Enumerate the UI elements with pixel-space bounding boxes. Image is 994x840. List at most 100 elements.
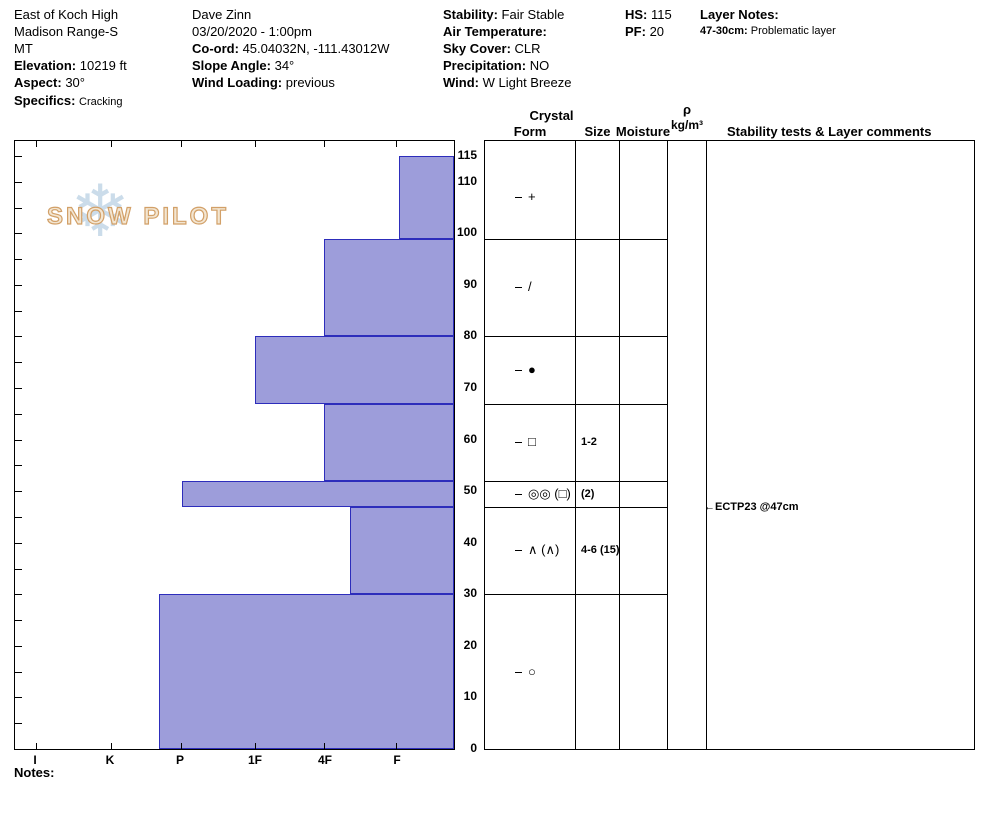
depth-tick [15, 311, 22, 312]
depth-tick-label: 110 [457, 174, 477, 188]
snow-layer-bar [324, 239, 454, 336]
depth-tick [15, 594, 22, 595]
layer-mid-tick [515, 494, 522, 496]
notes-label: Notes: [14, 765, 55, 780]
layer-boundary-line [485, 507, 667, 508]
depth-tick [15, 285, 22, 286]
layer-boundary-line [485, 336, 667, 337]
grain-form-symbol: ○ [528, 664, 536, 679]
depth-tick [15, 465, 22, 466]
hardness-tick [181, 743, 182, 749]
snow-layer-bar [399, 156, 454, 239]
layer-mid-tick [515, 550, 522, 552]
hardness-tick [324, 743, 325, 749]
hardness-tick [396, 743, 397, 749]
layer-boundary-line [485, 594, 667, 595]
site-name: East of Koch High [14, 7, 119, 22]
depth-tick [15, 697, 22, 698]
snowpilot-logo: SNOW PILOT [46, 202, 229, 230]
layer-mid-tick [515, 370, 522, 372]
depth-tick [15, 156, 22, 157]
grain-size-value: (2) [581, 488, 595, 500]
grain-form-symbol: □ [528, 434, 536, 449]
hardness-axis: I K P 1F 4F F [14, 753, 455, 769]
depth-tick [15, 543, 22, 544]
hardness-tick [396, 141, 397, 147]
depth-tick-label: 80 [463, 328, 477, 342]
hardness-tick-label: K [105, 753, 115, 767]
layer-mid-tick [515, 197, 522, 199]
depth-tick [15, 388, 22, 389]
site-state: MT [14, 41, 33, 56]
hardness-tick-label: P [175, 753, 185, 767]
depth-tick-label: 90 [463, 277, 477, 291]
hardness-tick [255, 743, 256, 749]
grain-size-value: 1-2 [581, 436, 597, 448]
crystal-header: Crystal [529, 108, 574, 123]
depth-tick-label: 70 [463, 380, 477, 394]
depth-tick [15, 749, 22, 750]
pit-coordinates: Co-ord: 45.04032N, -111.43012W [192, 41, 390, 56]
depth-tick [15, 414, 22, 415]
depth-tick [15, 440, 22, 441]
pit-datetime: 03/20/2020 - 1:00pm [192, 24, 312, 39]
depth-tick [15, 233, 22, 234]
depth-tick [15, 259, 22, 260]
size-column-header: Size [584, 124, 611, 139]
sky-cover: Sky Cover: CLR [443, 41, 541, 56]
grain-form-cell: / [515, 279, 532, 295]
layer-boundary-line [485, 404, 667, 405]
depth-tick [15, 491, 22, 492]
density-units-header: kg/m³ [670, 118, 703, 132]
depth-tick [15, 336, 22, 337]
snow-layer-bar [159, 594, 454, 749]
wind: Wind: W Light Breeze [443, 75, 572, 90]
grain-form-symbol: + [528, 189, 536, 204]
grain-form-cell: □ [515, 434, 536, 450]
wind-loading: Wind Loading: previous [192, 75, 335, 90]
depth-tick [15, 646, 22, 647]
snow-height-total: HS: 115 [625, 7, 672, 22]
layer-notes-title: Layer Notes: [700, 7, 779, 22]
site-elevation: Elevation: 10219 ft [14, 58, 127, 73]
hardness-tick [255, 141, 256, 147]
depth-tick [15, 723, 22, 724]
hardness-tick [36, 743, 37, 749]
pit-foot-penetration: PF: 20 [625, 24, 665, 39]
hardness-tick-label: 4F [317, 753, 333, 767]
depth-tick-label: 115 [457, 148, 477, 162]
moisture-column-header: Moisture [615, 124, 671, 139]
depth-tick-label: 20 [463, 638, 477, 652]
hardness-tick-label: I [33, 753, 37, 767]
stability-test-note: ←ECTP23 @47cm [704, 501, 799, 513]
hardness-tick-label: F [393, 753, 401, 767]
hardness-tick [111, 743, 112, 749]
depth-tick [15, 362, 22, 363]
snow-layer-bar [182, 481, 454, 507]
air-temperature: Air Temperature: [443, 24, 547, 39]
snow-layer-bar [324, 404, 454, 481]
stability-rating: Stability: Fair Stable [443, 7, 565, 22]
form-column-header: Form [513, 124, 547, 139]
grain-form-symbol: / [528, 279, 532, 294]
precipitation: Precipitation: NO [443, 58, 550, 73]
grain-form-symbol: ◎◎ (□) [528, 486, 571, 501]
size-moisture-divider [619, 141, 620, 749]
site-aspect: Aspect: 30° [14, 75, 85, 90]
depth-tick-label: 50 [463, 483, 477, 497]
crystal-table: + / ● □ 1-2 ◎◎ (□) (2) ∧ (∧) 4-6 (15) ○ ←ECTP23 @4… [484, 140, 975, 750]
hardness-tick [181, 141, 182, 147]
depth-tick-label: 30 [463, 586, 477, 600]
layer-boundary-line [485, 239, 667, 240]
hardness-tick-label: 1F [247, 753, 263, 767]
depth-axis: 115 110 100 90 80 70 60 50 40 30 20 10 0 [455, 140, 478, 755]
grain-form-cell: ○ [515, 664, 536, 680]
depth-tick-label: 100 [456, 225, 477, 239]
comments-column-header: Stability tests & Layer comments [727, 124, 932, 139]
form-size-divider [575, 141, 576, 749]
depth-tick [15, 517, 22, 518]
grain-size-value: 4-6 (15) [581, 544, 620, 556]
layer-mid-tick [515, 287, 522, 289]
grain-form-cell: ◎◎ (□) [515, 486, 571, 502]
depth-tick-label: 60 [463, 432, 477, 446]
